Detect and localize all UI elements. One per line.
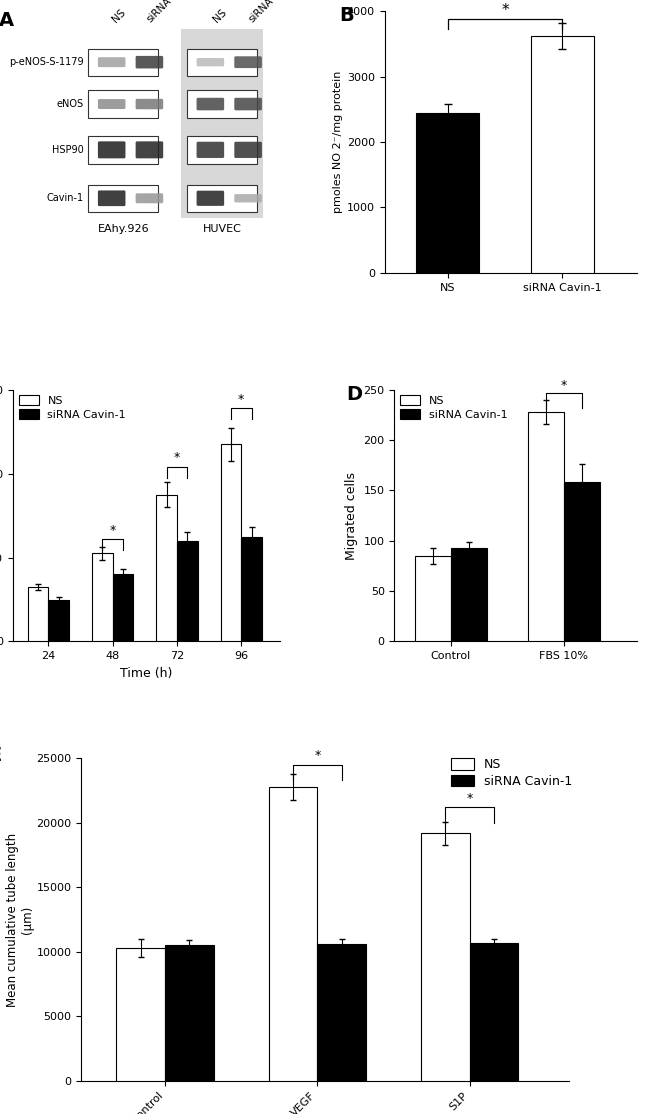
FancyBboxPatch shape bbox=[234, 141, 262, 158]
FancyBboxPatch shape bbox=[98, 190, 125, 206]
Bar bbox=[451, 548, 487, 642]
Bar bbox=[241, 537, 262, 642]
Text: *: * bbox=[560, 379, 567, 392]
X-axis label: Time (h): Time (h) bbox=[120, 667, 173, 680]
Bar bbox=[116, 948, 165, 1081]
Text: *: * bbox=[501, 2, 509, 18]
FancyBboxPatch shape bbox=[187, 136, 257, 164]
Text: p-eNOS-S-1179: p-eNOS-S-1179 bbox=[10, 57, 84, 67]
Y-axis label: pmoles NO 2⁻/mg protein: pmoles NO 2⁻/mg protein bbox=[333, 71, 343, 213]
Text: siRNA: siRNA bbox=[145, 0, 174, 25]
Bar bbox=[165, 946, 214, 1081]
Legend: NS, siRNA Cavin-1: NS, siRNA Cavin-1 bbox=[19, 395, 126, 420]
Text: HSP90: HSP90 bbox=[53, 145, 84, 155]
FancyBboxPatch shape bbox=[196, 58, 224, 67]
Bar bbox=[317, 944, 366, 1081]
Bar bbox=[421, 833, 470, 1081]
Bar bbox=[528, 412, 564, 642]
FancyBboxPatch shape bbox=[187, 90, 257, 118]
Text: *: * bbox=[110, 524, 116, 537]
FancyBboxPatch shape bbox=[136, 141, 163, 158]
Bar bbox=[181, 29, 263, 218]
Bar bbox=[470, 942, 519, 1081]
Bar bbox=[177, 540, 198, 642]
Text: *: * bbox=[238, 393, 244, 405]
Bar bbox=[28, 587, 48, 642]
FancyBboxPatch shape bbox=[136, 194, 163, 203]
FancyBboxPatch shape bbox=[88, 136, 158, 164]
Bar bbox=[531, 36, 594, 273]
FancyBboxPatch shape bbox=[234, 98, 262, 110]
Y-axis label: Migrated cells: Migrated cells bbox=[345, 471, 358, 559]
Bar bbox=[220, 444, 241, 642]
Bar bbox=[268, 786, 317, 1081]
Text: Cavin-1: Cavin-1 bbox=[47, 193, 84, 203]
Text: A: A bbox=[0, 11, 14, 30]
Text: eNOS: eNOS bbox=[57, 99, 84, 109]
Bar bbox=[112, 575, 133, 642]
Text: B: B bbox=[339, 6, 354, 25]
Text: *: * bbox=[467, 792, 473, 804]
Text: *: * bbox=[314, 750, 320, 762]
Text: *: * bbox=[174, 451, 180, 465]
Bar bbox=[564, 482, 600, 642]
FancyBboxPatch shape bbox=[98, 99, 125, 109]
FancyBboxPatch shape bbox=[136, 56, 163, 68]
Text: EAhy.926: EAhy.926 bbox=[98, 224, 149, 234]
Bar bbox=[92, 554, 112, 642]
FancyBboxPatch shape bbox=[98, 141, 125, 158]
Y-axis label: Mean cumulative tube length
(μm): Mean cumulative tube length (μm) bbox=[6, 832, 34, 1007]
FancyBboxPatch shape bbox=[234, 57, 262, 68]
FancyBboxPatch shape bbox=[196, 141, 224, 158]
FancyBboxPatch shape bbox=[187, 185, 257, 212]
FancyBboxPatch shape bbox=[196, 190, 224, 206]
Text: NS: NS bbox=[111, 7, 127, 25]
Bar bbox=[416, 113, 479, 273]
FancyBboxPatch shape bbox=[88, 49, 158, 76]
FancyBboxPatch shape bbox=[136, 99, 163, 109]
FancyBboxPatch shape bbox=[187, 49, 257, 76]
Text: D: D bbox=[346, 384, 362, 403]
Bar bbox=[157, 495, 177, 642]
Bar bbox=[48, 599, 69, 642]
Text: E: E bbox=[0, 745, 2, 764]
FancyBboxPatch shape bbox=[196, 98, 224, 110]
Text: siRNA: siRNA bbox=[246, 0, 276, 25]
FancyBboxPatch shape bbox=[98, 57, 125, 67]
FancyBboxPatch shape bbox=[88, 185, 158, 212]
FancyBboxPatch shape bbox=[234, 194, 262, 203]
Legend: NS, siRNA Cavin-1: NS, siRNA Cavin-1 bbox=[452, 759, 572, 788]
Text: HUVEC: HUVEC bbox=[203, 224, 241, 234]
Text: NS: NS bbox=[212, 7, 229, 25]
FancyBboxPatch shape bbox=[88, 90, 158, 118]
Legend: NS, siRNA Cavin-1: NS, siRNA Cavin-1 bbox=[400, 395, 508, 420]
Bar bbox=[415, 556, 451, 642]
